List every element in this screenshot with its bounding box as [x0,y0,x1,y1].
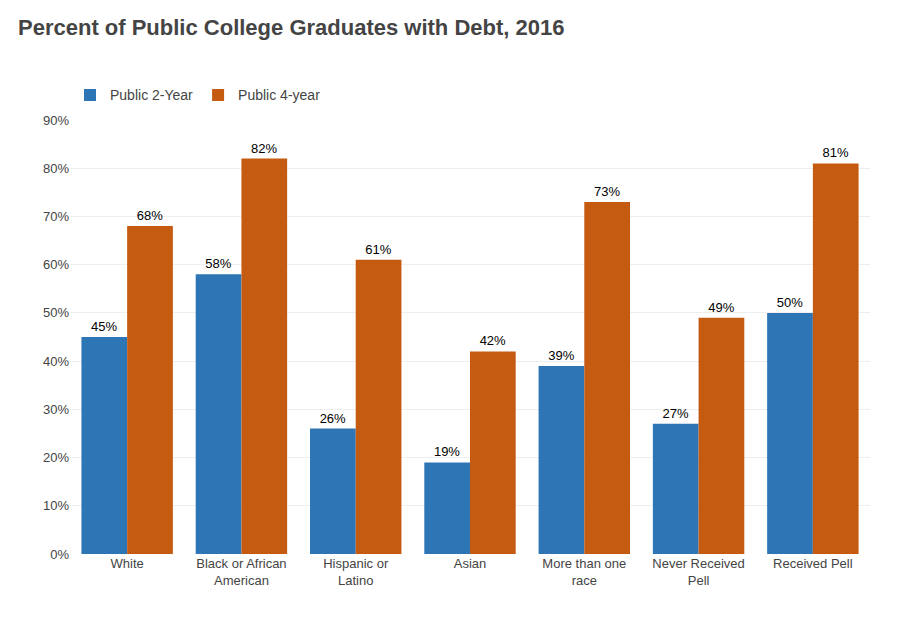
svg-text:61%: 61% [365,242,391,257]
svg-text:0%: 0% [50,547,69,562]
svg-text:81%: 81% [822,145,848,160]
svg-text:Asian: Asian [454,556,487,571]
svg-text:40%: 40% [43,354,69,369]
svg-text:Public 2-Year: Public 2-Year [110,87,193,103]
svg-text:58%: 58% [205,256,231,271]
svg-text:Public 4-year: Public 4-year [238,87,320,103]
svg-text:10%: 10% [43,498,69,513]
svg-text:45%: 45% [91,319,117,334]
svg-text:42%: 42% [480,333,506,348]
svg-text:90%: 90% [43,113,69,128]
svg-text:White: White [111,556,144,571]
svg-text:20%: 20% [43,450,69,465]
svg-text:19%: 19% [434,444,460,459]
svg-text:82%: 82% [251,141,277,156]
svg-text:50%: 50% [777,295,803,310]
svg-text:39%: 39% [548,348,574,363]
svg-text:Never ReceivedPell: Never ReceivedPell [652,556,745,588]
svg-text:70%: 70% [43,209,69,224]
svg-text:80%: 80% [43,161,69,176]
svg-text:50%: 50% [43,305,69,320]
svg-text:More than onerace: More than onerace [542,556,626,588]
svg-text:68%: 68% [137,208,163,223]
svg-text:73%: 73% [594,184,620,199]
svg-text:49%: 49% [708,300,734,315]
svg-text:60%: 60% [43,257,69,272]
svg-text:Hispanic orLatino: Hispanic orLatino [323,556,389,588]
svg-text:Black or AfricanAmerican: Black or AfricanAmerican [196,556,286,588]
svg-text:30%: 30% [43,402,69,417]
svg-text:27%: 27% [662,406,688,421]
svg-text:26%: 26% [320,411,346,426]
svg-text:Received Pell: Received Pell [773,556,853,571]
svg-text:Percent of Public College Grad: Percent of Public College Graduates with… [18,15,564,40]
